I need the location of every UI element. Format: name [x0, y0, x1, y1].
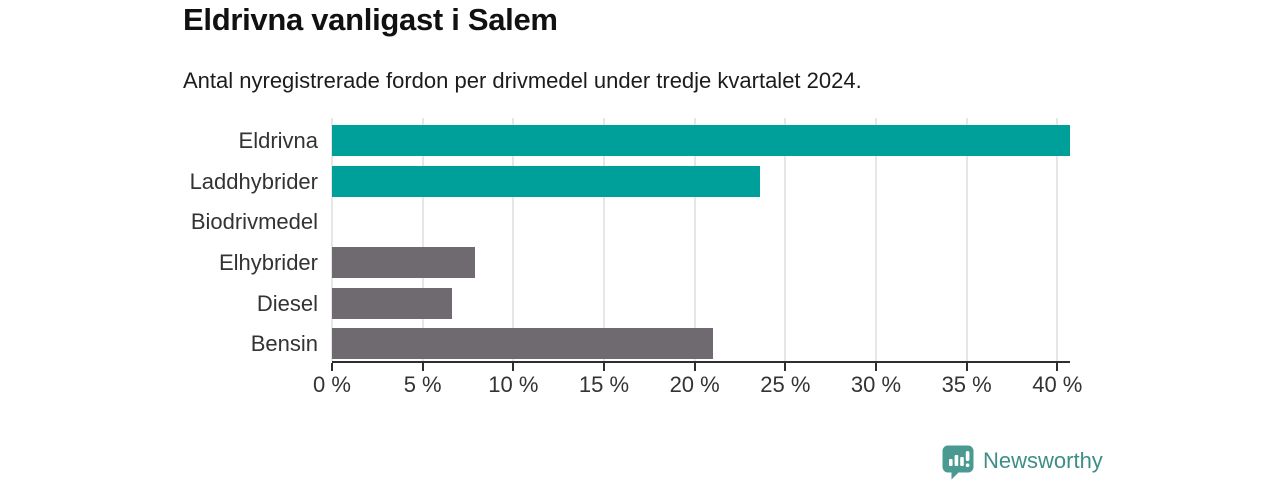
- chart-subtitle: Antal nyregistrerade fordon per drivmede…: [183, 68, 862, 93]
- category-label: Elhybrider: [218, 249, 318, 275]
- gridline: [331, 118, 333, 361]
- x-axis-tick: [965, 363, 968, 371]
- category-label: Bensin: [250, 331, 318, 357]
- x-axis-line: [332, 361, 1070, 363]
- bar: [332, 165, 760, 197]
- gridline: [874, 118, 877, 361]
- x-axis-tick: [1056, 363, 1059, 371]
- x-axis-tick: [602, 363, 605, 371]
- x-axis-tick-label: 10 %: [488, 372, 539, 397]
- x-axis-tick: [512, 363, 515, 371]
- category-label: Diesel: [256, 290, 318, 316]
- gridline: [512, 118, 515, 361]
- category-label: Laddhybrider: [189, 168, 318, 194]
- x-axis-tick: [421, 363, 424, 371]
- gridline: [421, 118, 424, 361]
- x-axis-tick: [874, 363, 877, 371]
- x-axis-tick-label: 40 %: [1032, 372, 1083, 397]
- gridline: [784, 118, 787, 361]
- gridline: [693, 118, 696, 361]
- bar: [332, 125, 1070, 156]
- x-axis-tick-label: 15 %: [578, 372, 630, 397]
- category-label: Eldrivna: [238, 128, 318, 153]
- x-axis-tick-label: 25 %: [760, 372, 811, 397]
- bar: [332, 246, 476, 278]
- chart-title: Eldrivna vanligast i Salem: [183, 2, 558, 37]
- x-axis-tick-label: 5 %: [403, 372, 442, 397]
- category-label: Biodrivmedel: [190, 209, 318, 235]
- x-axis-tick-label: 35 %: [941, 372, 992, 397]
- x-axis-tick: [693, 363, 696, 371]
- newsworthy-logo-text: Newsworthy: [983, 448, 1103, 473]
- bar: [332, 328, 713, 360]
- x-axis-tick-label: 30 %: [850, 372, 902, 397]
- x-axis-tick: [784, 363, 787, 371]
- x-axis-tick-label: 20 %: [669, 372, 720, 397]
- gridline: [965, 118, 968, 361]
- bar: [332, 287, 452, 319]
- x-axis-tick: [331, 363, 333, 371]
- newsworthy-logo: Newsworthy: [942, 444, 1103, 480]
- x-axis-tick-label: 0 %: [313, 372, 351, 397]
- gridline: [1056, 118, 1059, 361]
- bar-chart-speech-bubble-icon: [942, 445, 974, 480]
- gridline: [602, 118, 605, 361]
